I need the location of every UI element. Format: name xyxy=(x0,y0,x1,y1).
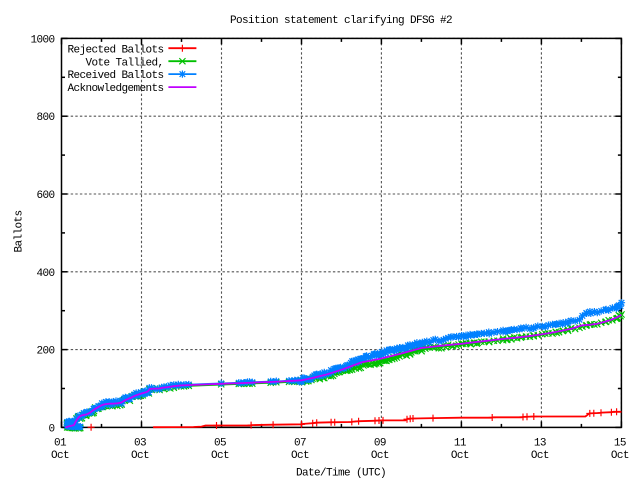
svg-text:1000: 1000 xyxy=(30,34,54,46)
svg-text:0: 0 xyxy=(48,423,54,435)
svg-text:400: 400 xyxy=(36,268,54,280)
svg-text:07: 07 xyxy=(294,437,306,449)
svg-text:01: 01 xyxy=(54,437,67,449)
svg-text:Position statement clarifying: Position statement clarifying DFSG #2 xyxy=(230,15,452,27)
svg-text:600: 600 xyxy=(36,190,54,202)
svg-text:Oct: Oct xyxy=(531,450,549,462)
svg-text:15: 15 xyxy=(614,437,626,449)
svg-text:Oct: Oct xyxy=(611,450,629,462)
svg-text:Oct: Oct xyxy=(51,450,69,462)
svg-text:Acknowledgements: Acknowledgements xyxy=(67,83,163,95)
svg-text:Oct: Oct xyxy=(451,450,469,462)
svg-text:Ballots: Ballots xyxy=(14,210,26,252)
svg-text:200: 200 xyxy=(36,346,54,358)
svg-text:Vote Tallied,: Vote Tallied, xyxy=(85,57,163,69)
svg-text:Rejected Ballots: Rejected Ballots xyxy=(67,44,163,56)
svg-text:Received Ballots: Received Ballots xyxy=(67,70,163,82)
svg-text:09: 09 xyxy=(374,437,386,449)
svg-text:Date/Time (UTC): Date/Time (UTC) xyxy=(296,468,386,480)
svg-text:800: 800 xyxy=(36,112,54,124)
svg-text:03: 03 xyxy=(134,437,146,449)
svg-text:Oct: Oct xyxy=(211,450,229,462)
svg-text:05: 05 xyxy=(214,437,226,449)
svg-text:11: 11 xyxy=(454,437,467,449)
svg-text:Oct: Oct xyxy=(291,450,309,462)
svg-text:Oct: Oct xyxy=(131,450,149,462)
svg-text:Oct: Oct xyxy=(371,450,389,462)
svg-text:13: 13 xyxy=(534,437,546,449)
